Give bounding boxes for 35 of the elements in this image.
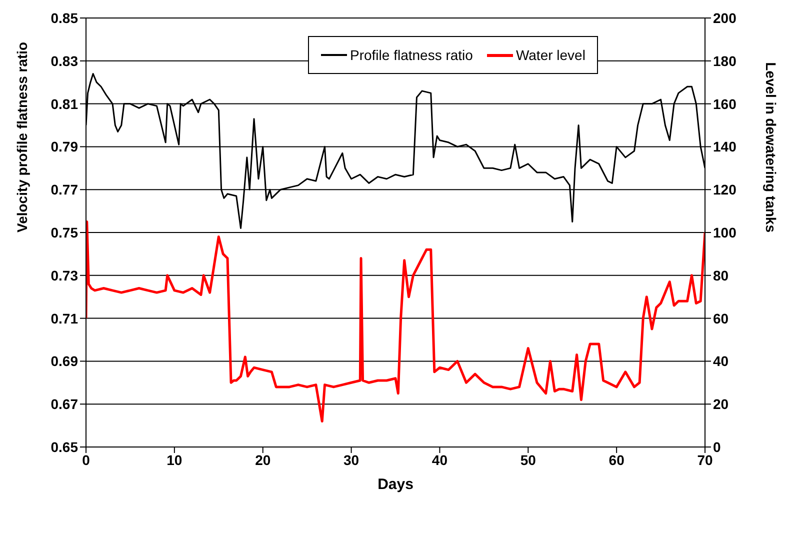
y2-tick-label: 120 (713, 182, 737, 198)
y2-tick-label: 100 (713, 224, 737, 240)
y-tick-label: 0.69 (50, 353, 78, 370)
y-tick-label: 0.85 (50, 10, 78, 26)
y-tick-label: 0.67 (50, 396, 78, 412)
x-tick-label: 50 (520, 452, 536, 468)
y2-tick-label: 200 (713, 10, 737, 26)
y-tick-label: 0.83 (50, 52, 78, 69)
x-tick-label: 60 (608, 452, 625, 468)
x-axis-title: Days (378, 476, 414, 493)
legend-label: Water level (514, 47, 586, 63)
y2-tick-label: 60 (713, 310, 729, 326)
y-tick-label: 0.81 (50, 96, 78, 112)
y-tick-label: 0.71 (50, 310, 78, 326)
y2-tick-label: 140 (713, 138, 737, 155)
x-tick-label: 30 (343, 452, 360, 468)
y2-tick-label: 180 (713, 52, 737, 69)
y-tick-label: 0.65 (50, 438, 78, 455)
y2-tick-label: 0 (713, 438, 721, 455)
y-tick-label: 0.77 (50, 182, 78, 198)
x-tick-label: 40 (432, 452, 448, 468)
y-tick-label: 0.79 (50, 138, 78, 155)
y2-tick-label: 160 (713, 96, 737, 112)
x-tick-label: 70 (697, 452, 713, 468)
y2-tick-label: 80 (713, 267, 729, 284)
y2-axis-title: Level in dewatering tanks (763, 62, 780, 233)
y2-tick-label: 40 (713, 353, 729, 370)
y-tick-label: 0.75 (50, 224, 78, 240)
y-tick-label: 0.73 (50, 267, 78, 284)
x-tick-label: 10 (166, 452, 182, 468)
legend-label: Profile flatness ratio (349, 47, 473, 63)
y-axis-title: Velocity profile flatness ratio (14, 42, 30, 232)
x-tick-label: 0 (82, 452, 90, 468)
x-tick-label: 20 (255, 452, 271, 468)
y2-tick-label: 20 (713, 396, 729, 412)
